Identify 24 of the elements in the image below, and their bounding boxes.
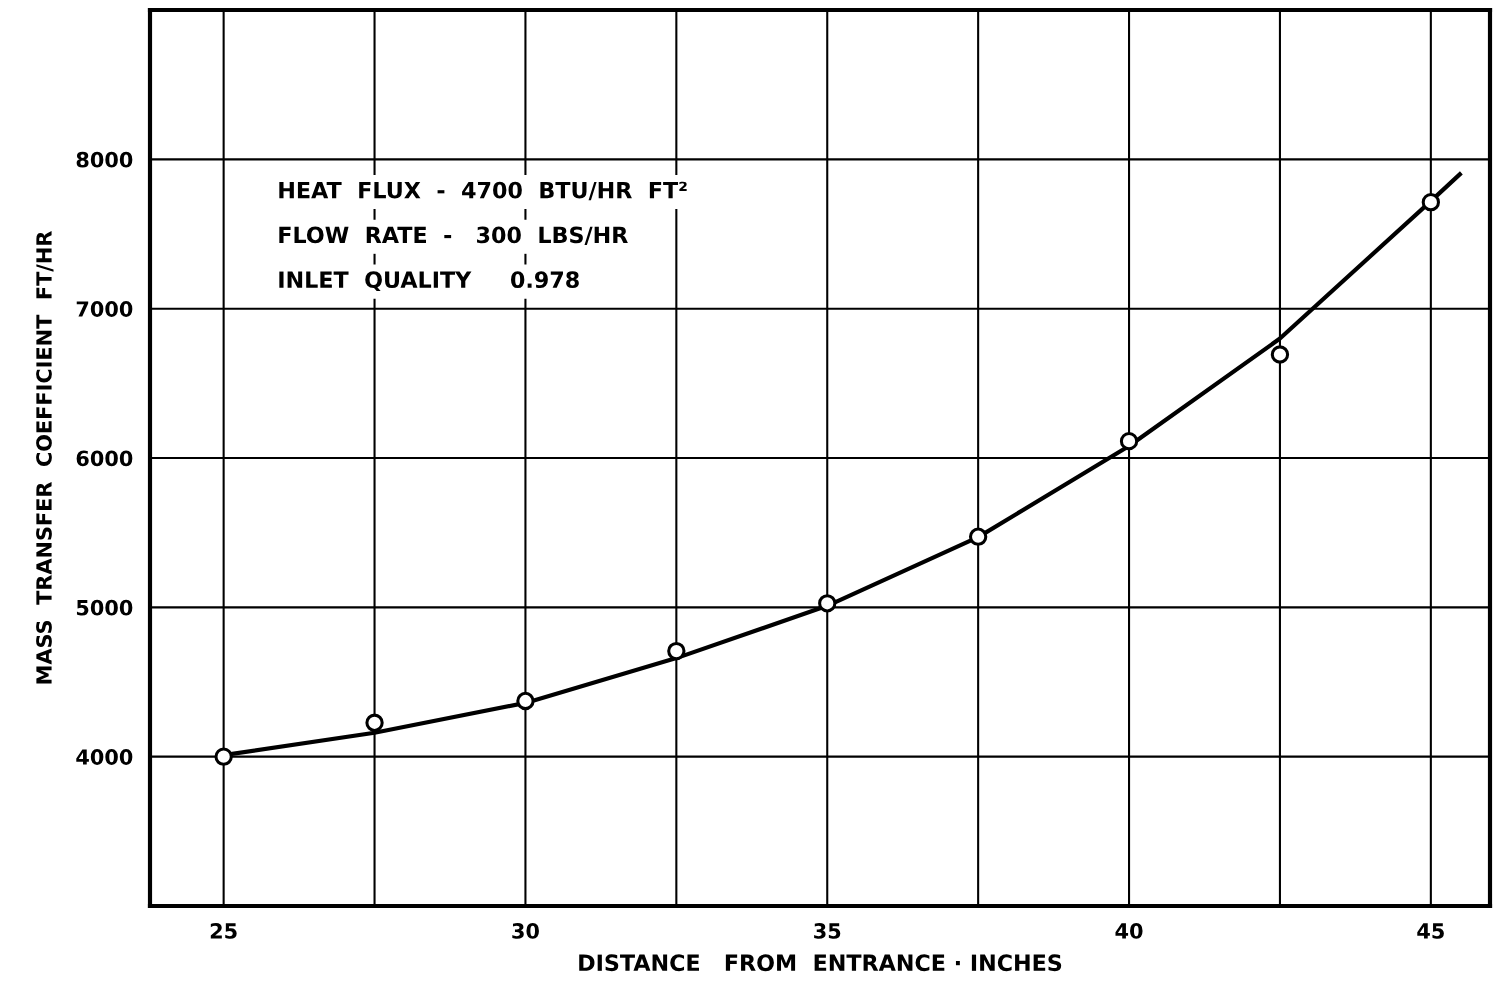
y-tick-label: 8000 xyxy=(76,151,133,168)
annotation: FLOW RATE - 300 LBS/HR xyxy=(279,226,628,246)
x-tick-label: 45 xyxy=(1417,923,1444,939)
point xyxy=(1270,345,1290,364)
point xyxy=(365,713,384,732)
point xyxy=(214,747,233,766)
y-tick-label: 7000 xyxy=(76,301,133,317)
point xyxy=(1421,193,1441,212)
point xyxy=(818,594,837,613)
x-tick-label: 40 xyxy=(1115,923,1143,939)
y-tick-label: 4000 xyxy=(76,749,133,765)
x-axis-title: DISTANCE FROM ENTRANCE · INCHES xyxy=(579,954,1062,972)
point xyxy=(1119,431,1139,451)
x-tick-label: 25 xyxy=(210,923,237,939)
y-tick-label: 5000 xyxy=(76,599,133,616)
y-axis-title: MASS TRANSFER COEFFICIENT FT/HR xyxy=(36,231,54,684)
annotation: INLET QUALITY 0.978 xyxy=(279,271,579,291)
annotation: HEAT FLUX - 4700 BTU/HR FT² xyxy=(279,181,687,201)
x-tick-label: 35 xyxy=(814,923,841,939)
x-tick-label: 30 xyxy=(512,923,539,939)
y-tick-label: 6000 xyxy=(76,450,133,467)
point xyxy=(667,641,686,661)
point xyxy=(968,527,988,546)
point xyxy=(516,691,535,711)
